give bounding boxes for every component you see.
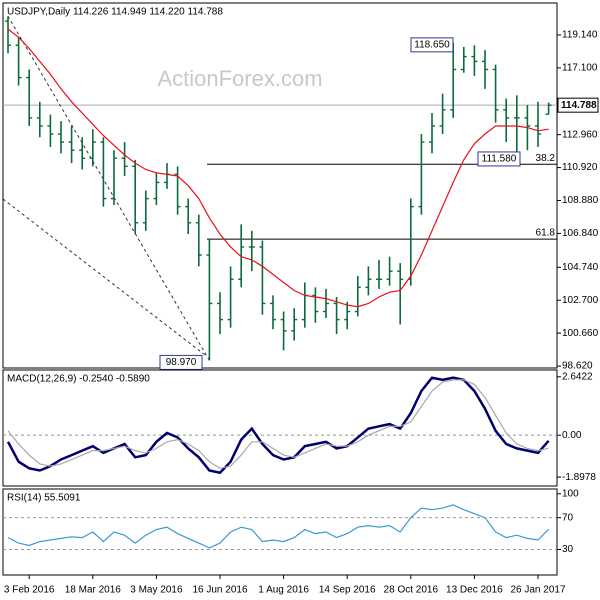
- panel-frame: [2, 488, 558, 576]
- y-tick-label: 70: [562, 512, 574, 523]
- y-tick-label: 104.740: [562, 262, 599, 273]
- y-tick-label: 98.620: [562, 361, 593, 372]
- x-tick-label: 14 Sep 2016: [319, 585, 376, 596]
- last-price-label: 114.788: [561, 100, 597, 111]
- panel-frame: [2, 2, 558, 369]
- y-tick-label: 119.140: [562, 30, 598, 41]
- y-tick-label: 100: [562, 488, 579, 499]
- y-tick-label: 117.100: [562, 63, 598, 74]
- x-tick-label: 3 Feb 2016: [4, 585, 55, 596]
- y-tick-label: 106.840: [562, 228, 599, 239]
- annotation-box: [477, 151, 521, 167]
- panel-title: MACD(12,26,9) -0.2540 -0.5890: [7, 374, 150, 385]
- annotation-box: [159, 354, 203, 370]
- y-tick-label: 0.00: [562, 430, 582, 441]
- last-price-box: [557, 97, 599, 113]
- x-tick-label: 16 Jun 2016: [192, 585, 247, 596]
- y-tick-label: 2.6422: [562, 371, 593, 382]
- x-tick-label: 13 Dec 2016: [446, 585, 503, 596]
- x-tick-label: 26 Jan 2017: [510, 585, 565, 596]
- panel-frame: [2, 369, 558, 487]
- x-tick-label: 28 Oct 2016: [384, 585, 439, 596]
- y-tick-label: 100.660: [562, 328, 599, 339]
- annotation-label: 111.580: [482, 154, 517, 165]
- y-tick-label: 102.700: [562, 295, 599, 306]
- y-tick-label: -1.8978: [562, 472, 596, 483]
- panel-title: RSI(14) 55.5091: [7, 493, 81, 504]
- fib-label: 61.8: [536, 228, 556, 239]
- annotation-label: 118.650: [414, 39, 450, 50]
- series-line: [7, 379, 549, 469]
- trend-line: [2, 198, 206, 356]
- y-tick-label: 30: [562, 544, 574, 555]
- trend-line: [7, 15, 210, 361]
- fib-label: 38.2: [536, 153, 556, 164]
- annotation-label: 98.970: [166, 357, 197, 368]
- series-line: [6, 376, 550, 475]
- y-tick-label: 112.960: [562, 129, 598, 140]
- x-tick-label: 18 Mar 2016: [65, 585, 122, 596]
- annotation-box: [410, 37, 454, 53]
- y-tick-label: 110.920: [562, 162, 598, 173]
- series-line: [7, 28, 549, 308]
- panel-title: USDJPY,Daily 114.226 114.949 114.220 114…: [7, 7, 223, 18]
- series-line: [7, 504, 550, 549]
- x-tick-label: 3 May 2016: [130, 585, 183, 596]
- watermark: ActionForex.com: [157, 66, 322, 91]
- x-tick-label: 1 Aug 2016: [258, 585, 309, 596]
- y-tick-label: 108.880: [562, 195, 599, 206]
